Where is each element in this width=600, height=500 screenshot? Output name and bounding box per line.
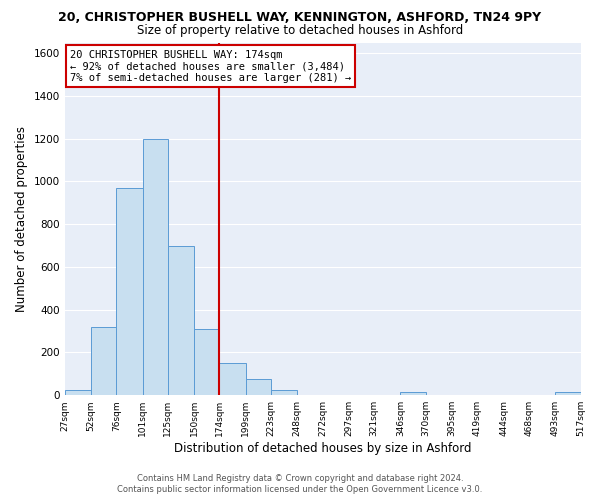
Bar bbox=[555, 392, 581, 395]
Text: 20 CHRISTOPHER BUSHELL WAY: 174sqm
← 92% of detached houses are smaller (3,484)
: 20 CHRISTOPHER BUSHELL WAY: 174sqm ← 92%… bbox=[70, 50, 351, 83]
Text: 20, CHRISTOPHER BUSHELL WAY, KENNINGTON, ASHFORD, TN24 9PY: 20, CHRISTOPHER BUSHELL WAY, KENNINGTON,… bbox=[58, 11, 542, 24]
Bar bbox=[91, 327, 116, 395]
Bar bbox=[271, 390, 298, 395]
Bar bbox=[246, 379, 271, 395]
Bar bbox=[220, 363, 246, 395]
Text: Contains HM Land Registry data © Crown copyright and database right 2024.
Contai: Contains HM Land Registry data © Crown c… bbox=[118, 474, 482, 494]
Text: Size of property relative to detached houses in Ashford: Size of property relative to detached ho… bbox=[137, 24, 463, 37]
X-axis label: Distribution of detached houses by size in Ashford: Distribution of detached houses by size … bbox=[174, 442, 472, 455]
Bar bbox=[116, 188, 143, 395]
Bar bbox=[65, 390, 91, 395]
Bar bbox=[194, 329, 220, 395]
Bar bbox=[400, 392, 426, 395]
Y-axis label: Number of detached properties: Number of detached properties bbox=[15, 126, 28, 312]
Bar bbox=[168, 246, 194, 395]
Bar bbox=[143, 138, 168, 395]
